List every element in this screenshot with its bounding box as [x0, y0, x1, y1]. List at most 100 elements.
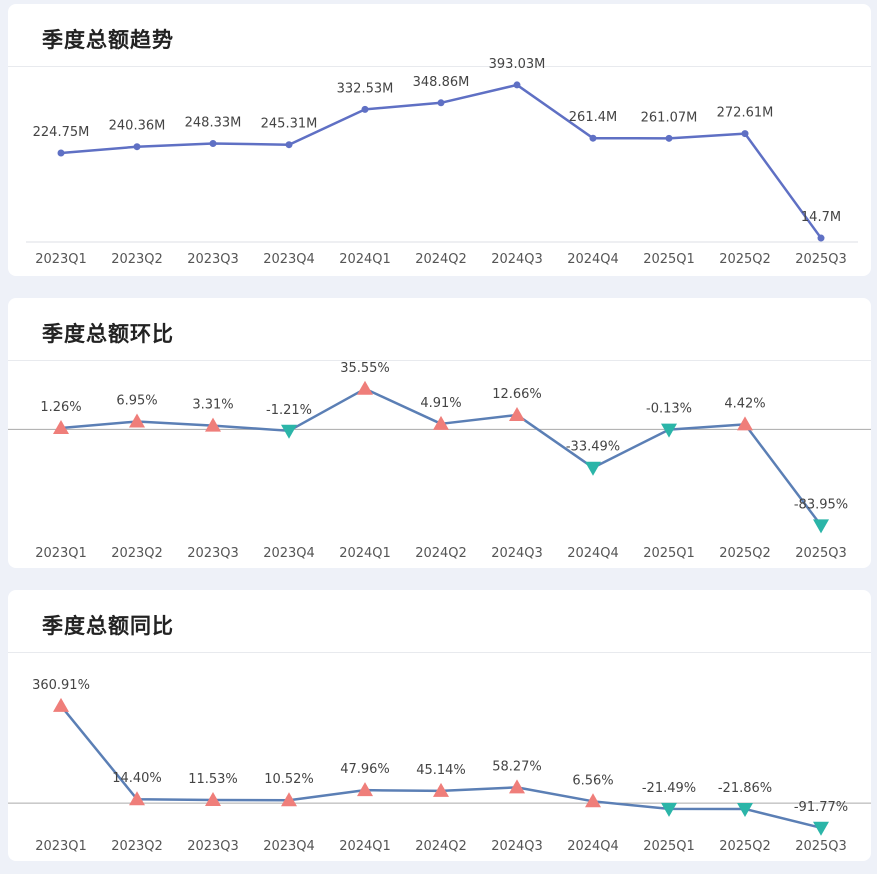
x-tick-label: 2025Q1 — [643, 546, 695, 561]
down-marker — [813, 519, 829, 534]
yoy-card: 季度总额同比 2023Q1 2023Q2 2023Q3 2023Q4 2024Q1 202… — [8, 590, 871, 861]
x-tick-label: 2024Q2 — [415, 252, 467, 267]
data-label: 6.56% — [572, 773, 613, 788]
down-marker — [661, 802, 677, 817]
data-label: 6.95% — [116, 393, 157, 408]
x-tick-label: 2023Q3 — [187, 839, 239, 854]
data-label: 3.31% — [192, 398, 233, 413]
down-marker — [737, 802, 753, 817]
x-tick-label: 2023Q2 — [111, 839, 163, 854]
data-point — [817, 234, 825, 242]
data-label: 393.03M — [489, 57, 546, 72]
x-tick-label: 2024Q2 — [415, 546, 467, 561]
up-marker — [509, 406, 525, 421]
up-marker — [53, 419, 69, 434]
data-label: 12.66% — [492, 387, 542, 402]
data-point — [285, 141, 293, 149]
data-label: 58.27% — [492, 759, 542, 774]
yoy-chart: 2023Q1 2023Q2 2023Q3 2023Q4 2024Q1 2024Q2 2024… — [8, 678, 871, 854]
data-label: 10.52% — [264, 772, 314, 787]
data-point — [437, 99, 445, 107]
up-marker — [737, 416, 753, 431]
data-label: 332.53M — [337, 81, 394, 96]
down-marker — [813, 821, 829, 836]
qoq-divider — [8, 360, 871, 361]
x-tick-label: 2025Q2 — [719, 839, 771, 854]
up-marker — [433, 782, 449, 797]
trend-divider — [8, 66, 871, 67]
x-tick-label: 2023Q1 — [35, 839, 87, 854]
data-point — [665, 134, 673, 142]
up-marker — [53, 697, 69, 712]
data-label: -0.13% — [646, 402, 692, 417]
data-label: 360.91% — [32, 678, 90, 693]
trend-chart: 2023Q1 2023Q2 2023Q3 2023Q4 2024Q1 2024Q2 2024… — [26, 57, 858, 267]
data-label: 14.7M — [801, 210, 841, 225]
up-marker — [205, 791, 221, 806]
qoq-card: 季度总额环比 2023Q1 2023Q2 2023Q3 2023Q4 2024Q1 202… — [8, 298, 871, 568]
up-marker — [357, 380, 373, 395]
x-tick-label: 2023Q2 — [111, 546, 163, 561]
data-point — [57, 149, 65, 157]
x-tick-label: 2024Q3 — [491, 252, 543, 267]
data-label: -21.86% — [718, 781, 772, 796]
x-tick-label: 2024Q1 — [339, 252, 391, 267]
data-label: 261.4M — [569, 110, 617, 125]
up-marker — [357, 782, 373, 797]
x-tick-label: 2023Q3 — [187, 252, 239, 267]
up-marker — [205, 417, 221, 432]
up-marker — [129, 413, 145, 428]
trend-card: 季度总额趋势 2023Q1 2023Q2 2023Q3 2023Q4 2024Q1 202… — [8, 4, 871, 276]
data-label: 35.55% — [340, 361, 390, 376]
x-tick-label: 2024Q1 — [339, 546, 391, 561]
data-point — [589, 134, 597, 142]
data-label: 4.42% — [724, 396, 765, 411]
data-label: 47.96% — [340, 762, 390, 777]
data-point — [133, 143, 141, 151]
data-label: 45.14% — [416, 763, 466, 778]
data-label: 248.33M — [185, 115, 242, 130]
x-tick-label: 2025Q2 — [719, 546, 771, 561]
data-label: -1.21% — [266, 403, 312, 418]
x-tick-label: 2023Q4 — [263, 839, 315, 854]
x-tick-label: 2023Q4 — [263, 546, 315, 561]
up-marker — [509, 779, 525, 794]
data-label: -91.77% — [794, 800, 848, 815]
up-marker — [129, 791, 145, 806]
data-point — [209, 139, 217, 147]
data-label: 272.61M — [717, 106, 774, 121]
data-label: 14.40% — [112, 771, 162, 786]
data-label: 240.36M — [109, 119, 166, 134]
data-label: 348.86M — [413, 75, 470, 90]
qoq-title: 季度总额环比 — [42, 322, 174, 346]
data-label: 11.53% — [188, 772, 238, 787]
up-marker — [585, 793, 601, 808]
data-point — [361, 105, 369, 113]
x-tick-label: 2025Q3 — [795, 546, 847, 561]
down-marker — [661, 423, 677, 438]
x-tick-label: 2023Q4 — [263, 252, 315, 267]
data-point — [513, 81, 521, 89]
up-marker — [281, 792, 297, 807]
x-tick-label: 2025Q3 — [795, 839, 847, 854]
x-tick-label: 2025Q1 — [643, 839, 695, 854]
qoq-chart: 2023Q1 2023Q2 2023Q3 2023Q4 2024Q1 2024Q2 2024… — [8, 361, 871, 561]
yoy-title: 季度总额同比 — [42, 614, 174, 638]
yoy-divider — [8, 652, 871, 653]
x-tick-label: 2024Q2 — [415, 839, 467, 854]
x-tick-label: 2024Q4 — [567, 839, 619, 854]
data-label: 261.07M — [641, 110, 698, 125]
data-label: -83.95% — [794, 497, 848, 512]
x-tick-label: 2024Q3 — [491, 839, 543, 854]
down-marker — [585, 461, 601, 476]
x-tick-label: 2023Q2 — [111, 252, 163, 267]
series-line — [60, 83, 823, 239]
x-tick-label: 2024Q1 — [339, 839, 391, 854]
data-label: 1.26% — [40, 400, 81, 415]
data-label: -33.49% — [566, 440, 620, 455]
x-tick-label: 2023Q1 — [35, 252, 87, 267]
trend-title: 季度总额趋势 — [42, 28, 174, 52]
down-marker — [281, 424, 297, 439]
data-point — [741, 130, 749, 138]
x-tick-label: 2025Q1 — [643, 252, 695, 267]
